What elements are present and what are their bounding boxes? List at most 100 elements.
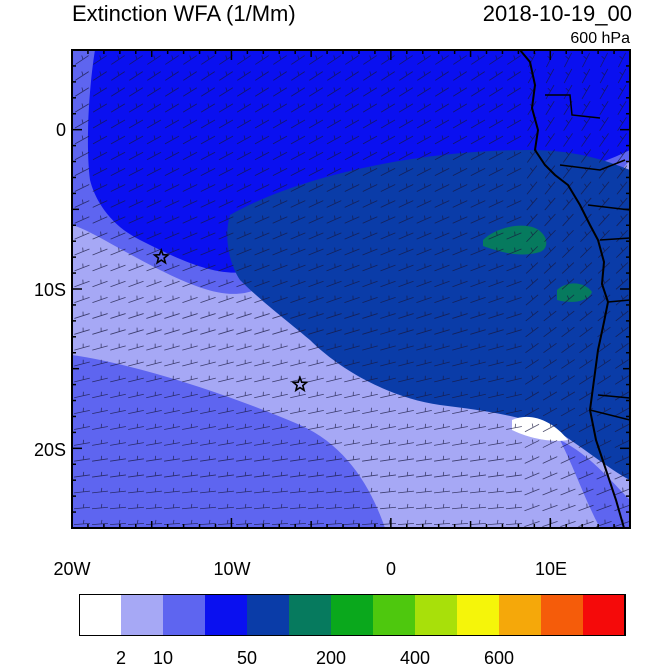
wind-barb xyxy=(146,183,162,192)
wind-barb xyxy=(506,311,522,319)
wind-barb xyxy=(563,84,573,100)
wind-barb xyxy=(488,423,504,430)
wind-barb xyxy=(326,119,342,129)
wind-barb xyxy=(236,215,252,224)
wind-barb xyxy=(236,231,252,240)
wind-barb xyxy=(146,167,162,176)
wind-barb xyxy=(307,503,325,510)
wind-barb xyxy=(110,263,126,272)
wind-barb xyxy=(362,311,378,319)
wind-barb xyxy=(416,439,432,446)
wind-barb xyxy=(434,151,450,161)
wind-barb xyxy=(92,471,108,478)
wind-barb xyxy=(579,375,593,385)
wind-barb xyxy=(599,117,609,131)
wind-barb xyxy=(182,135,198,145)
wind-barb xyxy=(398,407,414,415)
wind-barb xyxy=(182,407,198,415)
wind-barb xyxy=(326,327,342,335)
wind-barb xyxy=(488,295,504,303)
wind-barb xyxy=(308,359,324,367)
wind-barb xyxy=(452,343,468,351)
wind-barb xyxy=(218,359,234,367)
wind-barb xyxy=(326,247,342,256)
wind-barb xyxy=(290,231,306,240)
wind-barb xyxy=(200,487,216,494)
wind-barb xyxy=(291,55,305,65)
wind-barb xyxy=(560,519,576,527)
wind-barb xyxy=(452,423,468,430)
wind-barb xyxy=(272,407,288,415)
wind-barb xyxy=(164,327,180,335)
wind-barb xyxy=(272,391,288,399)
wind-barb xyxy=(326,231,342,240)
wind-barb xyxy=(308,135,324,145)
wind-barb xyxy=(399,87,413,97)
wind-barb xyxy=(109,503,127,510)
wind-barb xyxy=(488,167,504,176)
wind-barb xyxy=(362,263,378,272)
wind-barb xyxy=(182,487,198,494)
wind-barb xyxy=(183,55,197,65)
wind-barb xyxy=(218,471,234,478)
wind-barb xyxy=(344,311,360,319)
wind-barb xyxy=(579,359,593,369)
wind-barb xyxy=(434,423,450,430)
wind-barb xyxy=(128,295,144,303)
wind-barb xyxy=(236,359,252,367)
wind-barb xyxy=(470,359,486,367)
wind-barb xyxy=(525,375,539,385)
wind-barb xyxy=(507,71,521,81)
colorbar-swatch xyxy=(289,594,332,636)
wind-barb xyxy=(93,55,107,65)
wind-barb xyxy=(218,103,234,113)
wind-barb xyxy=(578,391,594,401)
wind-barb xyxy=(398,375,414,383)
ytick-label: 10S xyxy=(33,280,66,300)
wind-barb xyxy=(344,391,360,399)
wind-barb xyxy=(543,310,557,322)
wind-barb xyxy=(164,375,180,383)
field-patch-white xyxy=(512,416,568,441)
wind-barb xyxy=(470,167,486,176)
wind-barb xyxy=(488,471,504,478)
ytick-label: 0 xyxy=(55,120,66,140)
wind-barb xyxy=(290,311,306,319)
wind-barb xyxy=(254,103,270,113)
wind-barb xyxy=(470,487,486,494)
wind-barb xyxy=(563,117,573,131)
wind-barb xyxy=(290,327,306,335)
wind-barb xyxy=(560,407,576,417)
colorbar-swatch xyxy=(163,594,206,636)
wind-barb xyxy=(308,263,324,272)
wind-barb xyxy=(308,487,324,494)
wind-barb xyxy=(614,391,630,401)
wind-barb xyxy=(163,519,181,526)
wind-barb xyxy=(433,503,451,510)
wind-barb xyxy=(128,279,144,288)
wind-barb xyxy=(182,455,198,462)
wind-barb xyxy=(415,519,433,526)
wind-barb xyxy=(561,278,575,290)
wind-barb xyxy=(128,391,144,399)
wind-barb xyxy=(92,199,108,208)
wind-barb xyxy=(524,455,540,464)
wind-barb xyxy=(398,391,414,399)
wind-barb xyxy=(597,278,611,290)
wind-barb xyxy=(75,87,89,97)
wind-barb xyxy=(614,471,630,480)
wind-barb xyxy=(272,167,288,176)
wind-barb xyxy=(111,55,125,65)
wind-barb xyxy=(452,231,468,240)
wind-barb xyxy=(506,295,522,303)
wind-barb xyxy=(452,263,468,272)
wind-barb xyxy=(598,181,610,195)
wind-barb xyxy=(290,455,306,462)
wind-barb xyxy=(182,247,198,256)
wind-barb xyxy=(452,359,468,367)
wind-barb xyxy=(91,503,109,510)
wind-barb xyxy=(380,455,396,462)
wind-barb xyxy=(545,133,555,147)
wind-barb xyxy=(434,231,450,240)
wind-barb xyxy=(470,231,486,240)
